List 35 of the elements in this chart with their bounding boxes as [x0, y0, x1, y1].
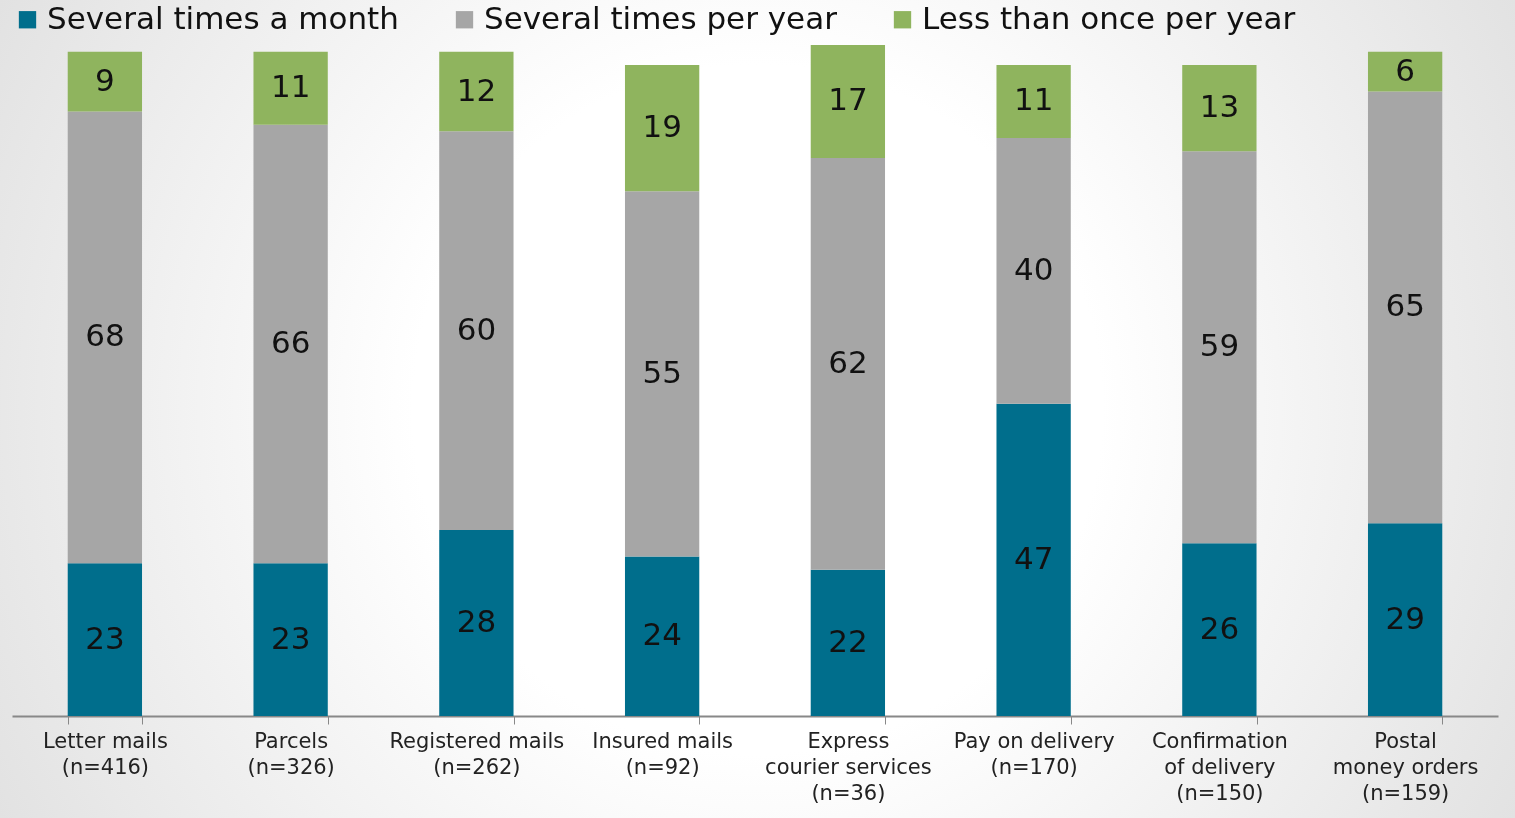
data-label: 11: [270, 68, 311, 105]
legend-label: Less than once per year: [922, 0, 1296, 36]
data-label: 55: [642, 353, 682, 390]
x-tick-label: Parcels (n=326): [247, 728, 335, 779]
x-tick-label: Letter mails (n=416): [42, 728, 168, 779]
data-label: 28: [456, 602, 497, 639]
data-label: 13: [1199, 88, 1240, 125]
data-label: 29: [1385, 599, 1425, 636]
data-label: 19: [642, 108, 682, 145]
data-label: 59: [1199, 327, 1240, 364]
data-label: 68: [85, 317, 125, 354]
x-tick-label: Insured mails (n=92): [592, 728, 734, 779]
x-tick-label: Express courier services (n=36): [765, 728, 932, 805]
x-tick-label: Pay on delivery (n=170): [953, 728, 1115, 779]
data-label: 47: [1013, 539, 1054, 576]
x-tick-label: Postal money orders (n=159): [1332, 728, 1479, 805]
legend-label: Several times a month: [47, 0, 399, 36]
data-label: 17: [828, 81, 868, 118]
data-label: 62: [828, 343, 868, 380]
data-label: 40: [1013, 250, 1054, 287]
data-label: 22: [828, 622, 868, 659]
x-tick-label: Registered mails (n=262): [389, 728, 565, 779]
data-label: 24: [642, 616, 682, 653]
data-label: 23: [85, 619, 125, 656]
data-label: 11: [1013, 81, 1054, 118]
data-label: 26: [1199, 609, 1240, 646]
data-label: 12: [456, 71, 497, 108]
data-label: 65: [1385, 287, 1425, 324]
x-tick-label: Confirmation of delivery (n=150): [1151, 728, 1288, 805]
data-label: 23: [270, 619, 311, 656]
data-label: 9: [95, 61, 115, 98]
data-label: 60: [456, 310, 497, 347]
data-label: 66: [270, 323, 311, 360]
data-label: 6: [1395, 51, 1415, 88]
legend-label: Several times per year: [484, 0, 838, 36]
